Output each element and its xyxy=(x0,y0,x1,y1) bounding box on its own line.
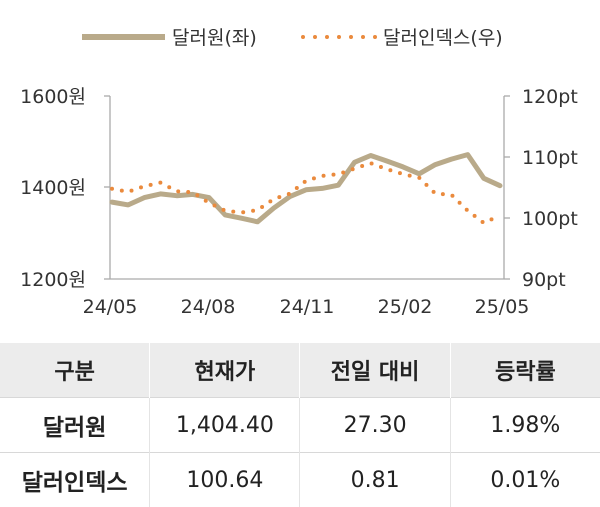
current-price: 1,404.40 xyxy=(150,398,300,453)
table-row-dxy: 달러인덱스 100.64 0.81 0.01% xyxy=(0,453,600,507)
header-change-rate: 등락률 xyxy=(450,343,600,398)
change-rate: 0.01% xyxy=(450,453,600,507)
x-tick-label: 24/08 xyxy=(181,296,236,318)
header-current-price: 현재가 xyxy=(150,343,300,398)
exchange-rate-chart: 달러원(좌) 달러인덱스(우) 1600원 1400원 1200원 120pt … xyxy=(0,0,600,330)
y-left-tick-label: 1200원 xyxy=(20,269,86,291)
x-tick-label: 25/05 xyxy=(475,296,530,318)
y-right-tick-label: 100pt xyxy=(522,208,578,230)
daily-change: 0.81 xyxy=(300,453,450,507)
header-change: 전일 대비 xyxy=(300,343,450,398)
y-right-tick-label: 110pt xyxy=(522,147,578,169)
legend: 달러원(좌) 달러인덱스(우) xyxy=(82,27,503,49)
header-category: 구분 xyxy=(0,343,150,398)
x-tick-label: 25/02 xyxy=(378,296,433,318)
row-name: 달러인덱스 xyxy=(0,453,150,507)
table-header-row: 구분 현재가 전일 대비 등락률 xyxy=(0,343,600,398)
table-row-usdkrw: 달러원 1,404.40 27.30 1.98% xyxy=(0,398,600,453)
y-left-tick-label: 1400원 xyxy=(20,177,86,199)
market-summary-table: 구분 현재가 전일 대비 등락률 달러원 1,404.40 27.30 1.98… xyxy=(0,343,600,507)
y-right-tick-label: 120pt xyxy=(522,86,578,108)
current-price: 100.64 xyxy=(150,453,300,507)
y-left-tick-label: 1600원 xyxy=(20,86,86,108)
legend-label-usdkrw: 달러원(좌) xyxy=(172,27,257,49)
row-name: 달러원 xyxy=(0,398,150,453)
series-layer xyxy=(112,155,500,223)
y-right-tick-label: 90pt xyxy=(522,269,566,291)
x-tick-label: 24/11 xyxy=(280,296,335,318)
x-tick-label: 24/05 xyxy=(83,296,138,318)
daily-change: 27.30 xyxy=(300,398,450,453)
change-rate: 1.98% xyxy=(450,398,600,453)
legend-label-dxy: 달러인덱스(우) xyxy=(383,27,503,49)
